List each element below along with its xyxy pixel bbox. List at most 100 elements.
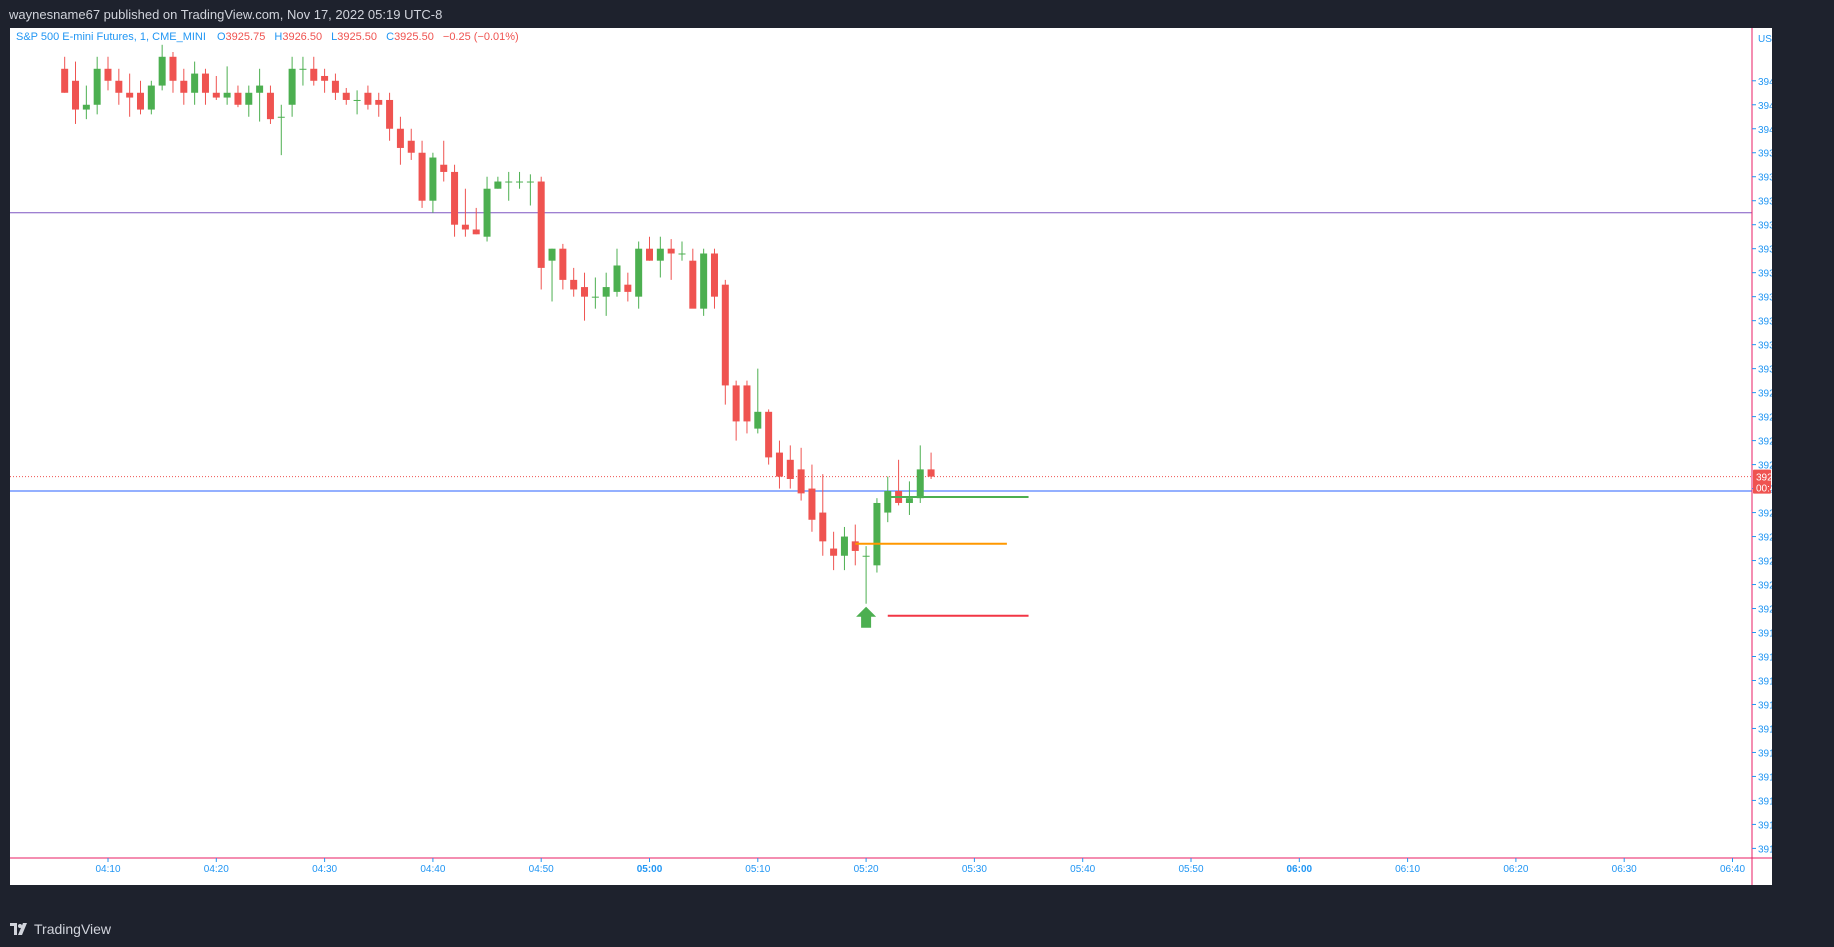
time-tick-label: 05:10 xyxy=(745,864,770,875)
candle-body xyxy=(537,181,545,268)
candle xyxy=(526,174,534,206)
candle-body xyxy=(602,287,610,297)
candle xyxy=(147,80,155,115)
candle-body xyxy=(678,253,686,255)
candle xyxy=(927,452,935,479)
buy-arrow-icon[interactable] xyxy=(856,606,877,628)
candle-body xyxy=(689,260,697,309)
time-tick-label: 05:40 xyxy=(1070,864,1095,875)
candle xyxy=(884,476,892,523)
candle-body xyxy=(505,181,513,183)
price-tick-label: 3940.00 xyxy=(1758,125,1772,136)
candle xyxy=(429,152,437,213)
candle xyxy=(212,75,220,100)
candle-body xyxy=(407,140,415,153)
time-tick-label: 04:30 xyxy=(312,864,337,875)
tradingview-brand[interactable]: TradingView xyxy=(10,921,111,937)
candle xyxy=(104,56,112,91)
candle-body xyxy=(212,92,220,98)
last-price-value: 3925.50 xyxy=(1756,473,1772,484)
time-tick-label: 04:20 xyxy=(204,864,229,875)
price-tick-label: 3934.00 xyxy=(1758,269,1772,280)
price-tick-label: 3921.00 xyxy=(1758,581,1772,592)
candle xyxy=(299,56,307,86)
candle xyxy=(256,68,264,122)
candle xyxy=(895,459,903,506)
candle-body xyxy=(775,452,783,477)
candle xyxy=(180,68,188,105)
candle-body xyxy=(321,75,329,81)
candle xyxy=(505,171,513,201)
candle-body xyxy=(245,92,253,105)
candle-body xyxy=(786,459,794,479)
candle xyxy=(786,445,794,489)
candle-body xyxy=(624,284,632,292)
candle-body xyxy=(136,92,144,110)
candle-body xyxy=(126,92,134,98)
candle xyxy=(516,171,524,189)
candle xyxy=(743,380,751,434)
legend-open-value: 3925.75 xyxy=(226,31,266,43)
candle-body xyxy=(375,99,383,105)
candle xyxy=(277,104,285,156)
candle-body xyxy=(201,73,209,93)
candle xyxy=(234,85,242,108)
candle-body xyxy=(299,68,307,70)
candle-body xyxy=(851,541,859,551)
candle-body xyxy=(364,92,372,105)
candle-body xyxy=(700,253,708,309)
candle-body xyxy=(169,56,177,81)
price-tick-label: 3938.00 xyxy=(1758,173,1772,184)
candle xyxy=(613,248,621,297)
legend-close-label: C xyxy=(386,31,394,43)
candle xyxy=(721,279,729,405)
candle xyxy=(440,140,448,182)
candle xyxy=(342,87,350,105)
chart-legend: S&P 500 E-mini Futures, 1, CME_MINI O392… xyxy=(16,31,519,43)
candle-body xyxy=(331,80,339,93)
candle-body xyxy=(158,56,166,86)
candle xyxy=(635,241,643,309)
candle-body xyxy=(516,181,524,183)
candle-body xyxy=(884,490,892,513)
candle xyxy=(905,481,913,515)
publish-header: waynesname67 published on TradingView.co… xyxy=(0,0,1834,28)
price-tick-label: 3914.00 xyxy=(1758,748,1772,759)
footer-bar: TradingView xyxy=(0,912,1834,947)
price-tick-label: 3935.00 xyxy=(1758,245,1772,256)
candle-body xyxy=(635,248,643,297)
candle-body xyxy=(873,502,881,566)
price-tick-label: 3911.00 xyxy=(1758,820,1772,831)
price-tick-label: 3929.00 xyxy=(1758,389,1772,400)
tradingview-logo-icon xyxy=(10,923,27,935)
candle-body xyxy=(732,385,740,422)
candle xyxy=(570,267,578,297)
candle xyxy=(732,380,740,441)
candle xyxy=(797,447,805,501)
time-tick-label: 05:00 xyxy=(637,864,663,875)
candle xyxy=(840,526,848,571)
candle-body xyxy=(667,248,675,254)
candle-body xyxy=(61,68,69,93)
candle-body xyxy=(581,287,589,297)
candle-body xyxy=(93,68,101,105)
candle-body xyxy=(418,152,426,201)
candle xyxy=(266,85,274,124)
candle xyxy=(916,445,924,503)
candle-body xyxy=(256,85,264,93)
price-tick-label: 3927.00 xyxy=(1758,437,1772,448)
candle-body xyxy=(386,99,394,129)
candle-body xyxy=(342,92,350,100)
candle xyxy=(819,474,827,556)
candle xyxy=(93,56,101,115)
candle xyxy=(602,272,610,316)
candle-body xyxy=(721,284,729,386)
candle xyxy=(331,73,339,100)
legend-open-label: O xyxy=(217,31,226,43)
candle xyxy=(775,440,783,489)
time-tick-label: 06:30 xyxy=(1612,864,1637,875)
